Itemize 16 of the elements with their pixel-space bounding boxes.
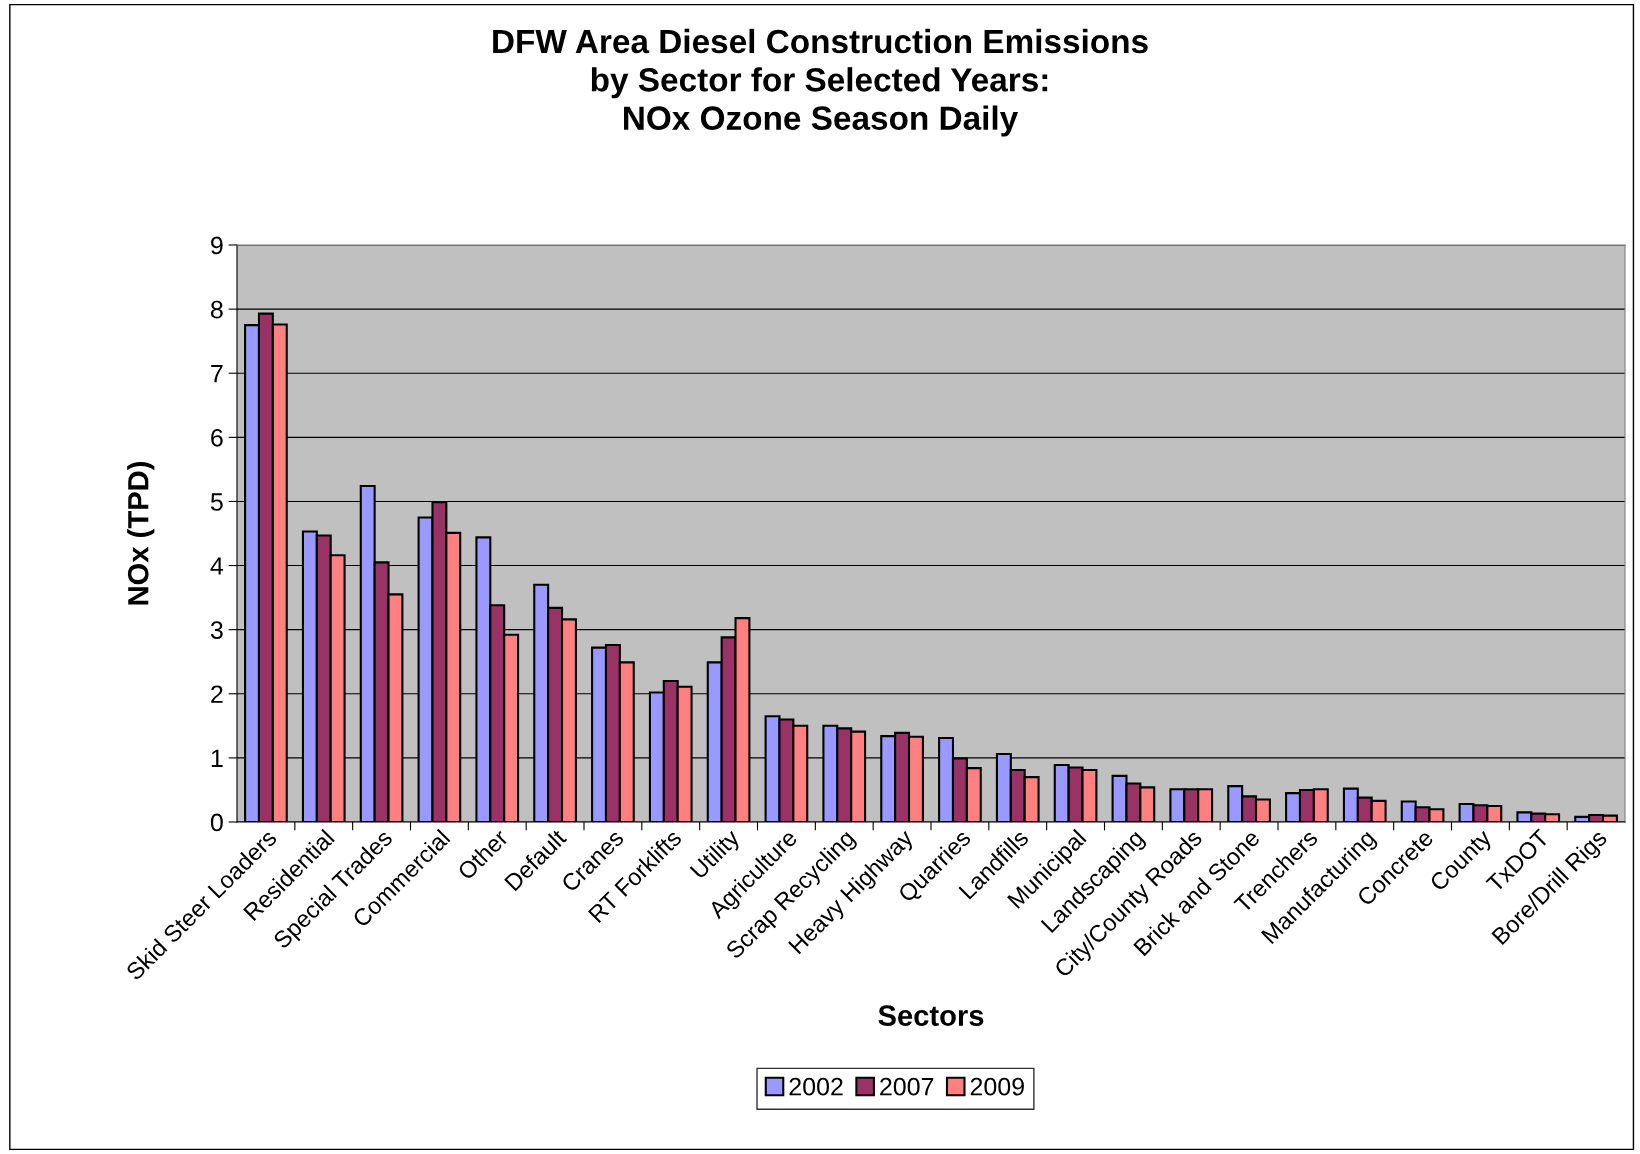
y-tick-label: 5 (210, 493, 223, 511)
legend-label: 2007 (880, 1077, 934, 1096)
y-tick-label: 9 (211, 236, 223, 255)
y-tick-label: 3 (210, 621, 223, 639)
chart-title: DFW Area Diesel Construction Emissions by Sector for Selected Years: NOx Ozone Season Daily (493, 28, 1148, 137)
y-tick-label: 1 (211, 749, 223, 767)
y-tick-label: 6 (211, 428, 223, 447)
y-tick-label: 4 (210, 557, 224, 575)
y-tick-label: 2 (211, 685, 223, 703)
legend-label: 2002 (789, 1077, 843, 1096)
y-tick-label: 8 (210, 300, 223, 319)
y-tick-label: 7 (211, 365, 223, 383)
y-tick-label: 0 (210, 813, 223, 832)
legend-label: 2009 (970, 1077, 1024, 1096)
y-axis-title: NOx (TPD) (127, 462, 155, 605)
x-axis-title: Sectors (878, 1005, 984, 1026)
